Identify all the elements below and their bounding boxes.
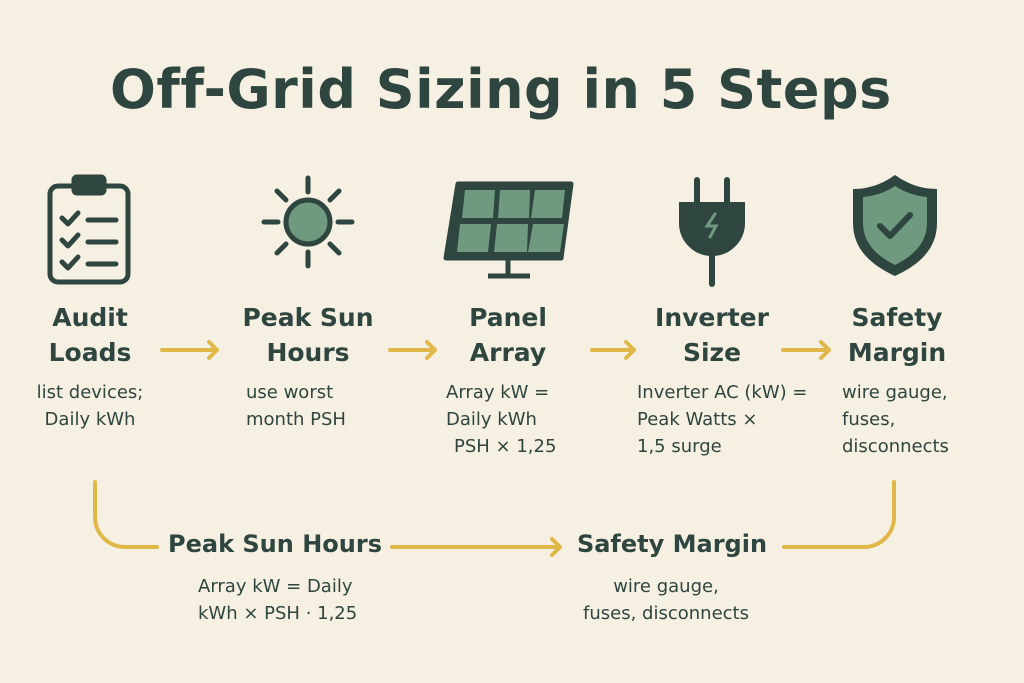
bottom-1-desc: Array kW = Daily kWh × PSH · 1,25 bbox=[198, 576, 358, 624]
solar-panel-icon bbox=[443, 181, 574, 279]
sun-icon bbox=[261, 175, 355, 269]
step-2-desc: use worst month PSH bbox=[246, 382, 346, 430]
step-2-title: Peak Sun Hours bbox=[242, 303, 374, 367]
step-1-desc: list devices; Daily kWh bbox=[36, 382, 144, 430]
bottom-connector bbox=[93, 480, 896, 557]
step-4-desc: Inverter AC (kW) = Peak Watts × 1,5 surge bbox=[637, 382, 808, 457]
step-5-title: Safety Margin bbox=[847, 303, 947, 367]
page-title: Off-Grid Sizing in 5 Steps bbox=[110, 58, 892, 121]
step-4-title: Inverter Size bbox=[655, 303, 769, 367]
step-5-desc: wire gauge, fuses, disconnects bbox=[842, 382, 949, 457]
clipboard-checklist-icon bbox=[47, 174, 131, 285]
bottom-2-title: Safety Margin bbox=[576, 530, 768, 558]
shield-check-icon bbox=[853, 175, 937, 276]
step-1-title: Audit Loads bbox=[48, 303, 132, 367]
step-3-title: Panel Array bbox=[469, 303, 547, 367]
step-arrows bbox=[160, 340, 831, 360]
step-3-desc: Array kW = Daily kWh PSH × 1,25 bbox=[446, 382, 557, 457]
plug-icon bbox=[679, 177, 745, 287]
bottom-1-title: Peak Sun Hours bbox=[168, 530, 382, 558]
bottom-2-desc: wire gauge, fuses, disconnects bbox=[583, 576, 749, 624]
